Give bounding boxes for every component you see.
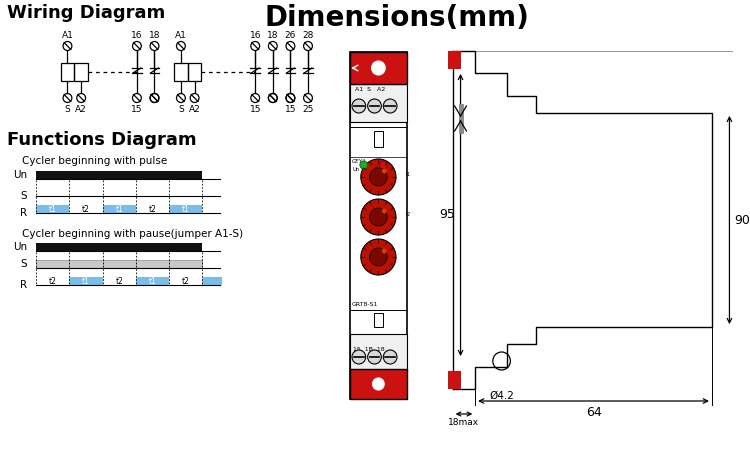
- Text: Un: Un: [352, 167, 359, 172]
- Text: 18: 18: [267, 31, 278, 40]
- Text: Ø4.2: Ø4.2: [489, 391, 514, 401]
- Bar: [374, 313, 383, 327]
- Text: t1: t1: [116, 204, 123, 213]
- Text: A2: A2: [189, 105, 200, 114]
- Text: t2: t2: [182, 276, 190, 285]
- Circle shape: [370, 168, 387, 186]
- Circle shape: [352, 99, 366, 113]
- Bar: [103, 205, 136, 213]
- Text: 18max: 18max: [448, 418, 479, 427]
- Text: t2: t2: [82, 204, 90, 213]
- Text: A1  S   A2: A1 S A2: [355, 87, 386, 92]
- Circle shape: [370, 248, 387, 266]
- Text: S: S: [21, 259, 28, 269]
- Bar: [61, 63, 74, 81]
- Text: t1: t1: [182, 204, 190, 213]
- Text: Wiring Diagram: Wiring Diagram: [7, 4, 165, 22]
- Circle shape: [368, 99, 381, 113]
- Text: GEYA: GEYA: [352, 159, 367, 164]
- Text: A2: A2: [75, 105, 87, 114]
- Circle shape: [361, 199, 396, 235]
- Text: Un: Un: [13, 170, 28, 180]
- Bar: [202, 277, 222, 285]
- Bar: [350, 52, 406, 84]
- Bar: [350, 369, 406, 399]
- Text: t1: t1: [148, 276, 157, 285]
- Text: 16: 16: [250, 31, 261, 40]
- Text: R: R: [20, 280, 28, 290]
- Text: 95: 95: [439, 208, 454, 221]
- Text: t1: t1: [82, 276, 90, 285]
- Text: Cycler beginning with pause(jumper A1-S): Cycler beginning with pause(jumper A1-S): [22, 229, 243, 239]
- Circle shape: [361, 239, 396, 275]
- Text: 15: 15: [250, 105, 261, 114]
- Circle shape: [382, 249, 387, 253]
- Circle shape: [352, 350, 366, 364]
- Text: t2: t2: [406, 212, 411, 217]
- Circle shape: [373, 378, 384, 390]
- Bar: [174, 63, 188, 81]
- Text: 15: 15: [131, 105, 142, 114]
- Circle shape: [380, 161, 387, 169]
- Bar: [36, 205, 70, 213]
- Circle shape: [360, 161, 368, 169]
- Circle shape: [383, 350, 397, 364]
- Circle shape: [382, 208, 387, 213]
- Text: S: S: [64, 105, 70, 114]
- Text: Cycler beginning with pulse: Cycler beginning with pulse: [22, 156, 166, 166]
- Bar: [448, 51, 460, 69]
- Text: GRT8-S1: GRT8-S1: [352, 302, 379, 307]
- Bar: [350, 52, 406, 399]
- Text: 90: 90: [734, 213, 750, 226]
- Text: R: R: [20, 208, 28, 218]
- Bar: [36, 243, 203, 251]
- Text: S: S: [21, 191, 28, 201]
- Text: 16: 16: [131, 31, 142, 40]
- Text: t1: t1: [406, 172, 411, 177]
- Circle shape: [361, 159, 396, 195]
- Bar: [70, 277, 103, 285]
- Bar: [374, 131, 383, 147]
- Bar: [136, 277, 170, 285]
- Text: R: R: [374, 167, 378, 172]
- Bar: [350, 84, 406, 122]
- Circle shape: [370, 208, 387, 226]
- Text: 28: 28: [302, 31, 313, 40]
- Bar: [170, 205, 202, 213]
- Circle shape: [383, 99, 397, 113]
- Text: 15  1B  18: 15 1B 18: [353, 347, 385, 352]
- Text: 15: 15: [285, 105, 296, 114]
- Text: A1: A1: [175, 31, 187, 40]
- Text: 26: 26: [285, 31, 296, 40]
- Text: A1: A1: [62, 31, 74, 40]
- Text: 64: 64: [586, 406, 602, 419]
- Text: t2: t2: [148, 204, 157, 213]
- Text: S: S: [178, 105, 184, 114]
- Text: t2: t2: [116, 276, 123, 285]
- Bar: [188, 63, 202, 81]
- Bar: [36, 260, 203, 268]
- Bar: [350, 334, 406, 371]
- Text: Un: Un: [13, 242, 28, 252]
- Circle shape: [382, 169, 387, 174]
- Circle shape: [368, 350, 381, 364]
- Bar: [74, 63, 88, 81]
- Bar: [36, 171, 203, 179]
- Bar: [448, 371, 460, 389]
- Text: Dimensions(mm): Dimensions(mm): [264, 4, 529, 32]
- Text: 18: 18: [148, 31, 160, 40]
- Text: t2: t2: [49, 276, 57, 285]
- Text: t1: t1: [49, 204, 57, 213]
- Text: 25: 25: [302, 105, 313, 114]
- Text: Functions Diagram: Functions Diagram: [7, 131, 196, 149]
- Circle shape: [371, 61, 386, 75]
